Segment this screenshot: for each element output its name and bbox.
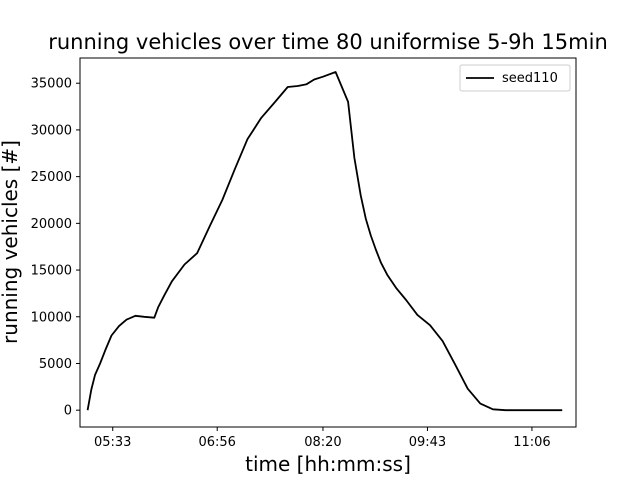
y-tick-label: 0 xyxy=(64,404,72,419)
x-tick-label: 08:20 xyxy=(304,435,341,450)
plot-area: 05:33 06:56 08:20 09:43 11:06 0 5000 10000 1500… xyxy=(31,57,577,450)
y-tick-label: 25000 xyxy=(31,170,72,185)
chart-title: running vehicles over time 80 uniformise… xyxy=(48,30,608,54)
legend-frame xyxy=(459,64,571,92)
x-tick-label: 05:33 xyxy=(94,435,131,450)
legend: seed110 xyxy=(459,64,571,92)
x-axis: 05:33 06:56 08:20 09:43 11:06 xyxy=(94,427,551,450)
y-tick-label: 20000 xyxy=(31,217,72,232)
x-axis-label: time [hh:mm:ss] xyxy=(245,452,411,476)
y-tick-label: 30000 xyxy=(31,123,72,138)
y-tick-label: 10000 xyxy=(31,310,72,325)
y-tick-label: 35000 xyxy=(31,77,72,92)
y-axis-label: running vehicles [#] xyxy=(0,140,22,344)
y-axis: 0 5000 10000 15000 20000 25000 30000 35000 xyxy=(31,77,80,419)
x-tick-label: 09:43 xyxy=(409,435,446,450)
legend-entry: seed110 xyxy=(502,71,558,86)
series-line-seed110 xyxy=(86,71,563,412)
x-tick-label: 06:56 xyxy=(198,435,235,450)
x-tick-label: 11:06 xyxy=(513,435,550,450)
y-tick-label: 15000 xyxy=(31,264,72,279)
y-tick-label: 5000 xyxy=(39,357,72,372)
plot-frame xyxy=(79,57,577,428)
